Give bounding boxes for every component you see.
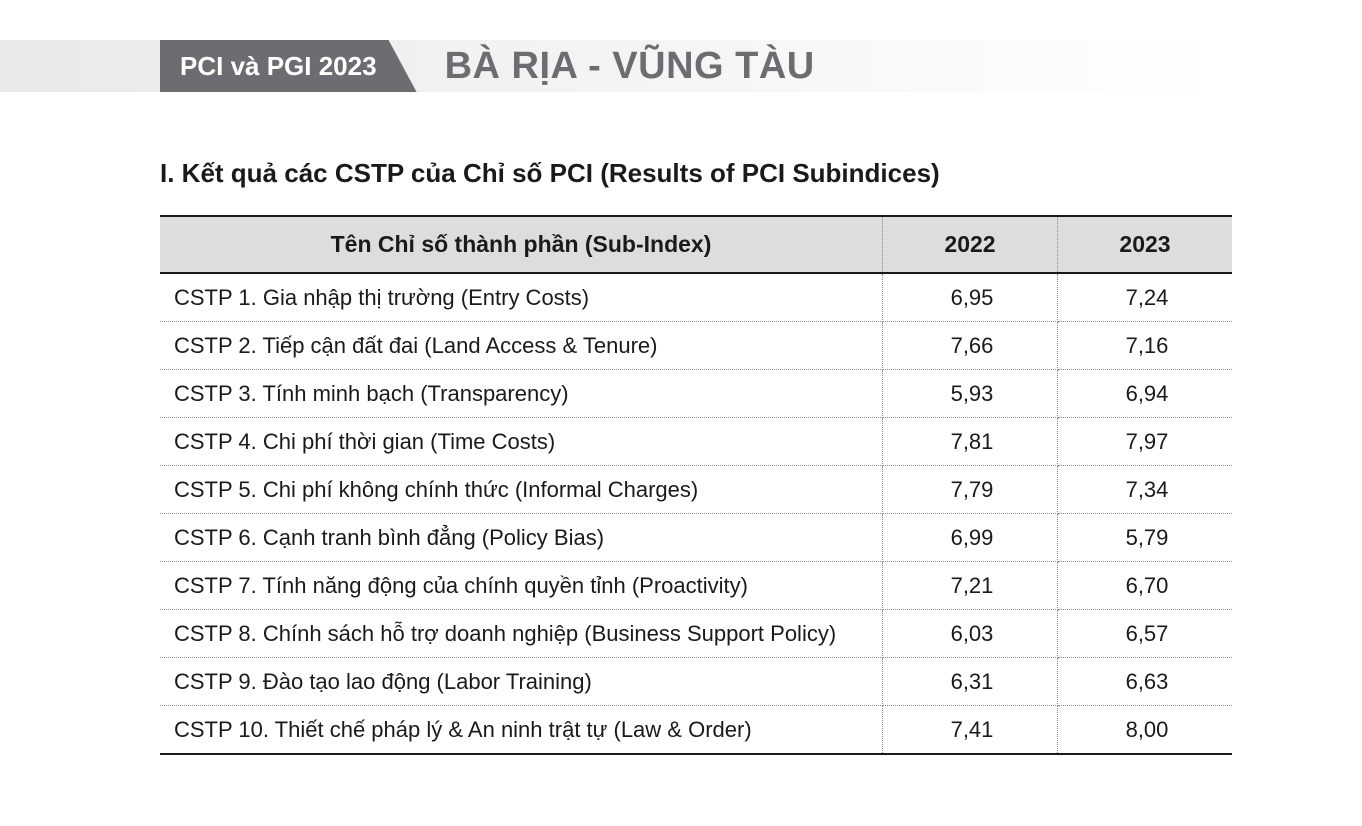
table-row: CSTP 5. Chi phí không chính thức (Inform…	[160, 466, 1232, 514]
table-row: CSTP 6. Cạnh tranh bình đẳng (Policy Bia…	[160, 514, 1232, 562]
page-root: PCI và PGI 2023 BÀ RỊA - VŨNG TÀU I. Kết…	[0, 0, 1362, 826]
cell-2023: 7,16	[1058, 322, 1233, 370]
table-row: CSTP 10. Thiết chế pháp lý & An ninh trậ…	[160, 706, 1232, 755]
cell-2022: 5,93	[883, 370, 1058, 418]
cell-2022: 7,21	[883, 562, 1058, 610]
section-pci-subindices: I. Kết quả các CSTP của Chỉ số PCI (Resu…	[160, 158, 1232, 755]
cell-2022: 6,03	[883, 610, 1058, 658]
table-row: CSTP 4. Chi phí thời gian (Time Costs) 7…	[160, 418, 1232, 466]
table-row: CSTP 8. Chính sách hỗ trợ doanh nghiệp (…	[160, 610, 1232, 658]
cell-2023: 5,79	[1058, 514, 1233, 562]
cell-2023: 7,34	[1058, 466, 1233, 514]
section-heading: I. Kết quả các CSTP của Chỉ số PCI (Resu…	[160, 158, 1232, 189]
table-row: CSTP 9. Đào tạo lao động (Labor Training…	[160, 658, 1232, 706]
table-body: CSTP 1. Gia nhập thị trường (Entry Costs…	[160, 273, 1232, 754]
table-row: CSTP 1. Gia nhập thị trường (Entry Costs…	[160, 273, 1232, 322]
report-badge: PCI và PGI 2023	[160, 40, 417, 92]
cell-name: CSTP 2. Tiếp cận đất đai (Land Access & …	[160, 322, 883, 370]
cell-2023: 7,24	[1058, 273, 1233, 322]
col-header-2023: 2023	[1058, 216, 1233, 273]
cell-name: CSTP 1. Gia nhập thị trường (Entry Costs…	[160, 273, 883, 322]
report-badge-label: PCI và PGI 2023	[180, 51, 377, 82]
cell-name: CSTP 6. Cạnh tranh bình đẳng (Policy Bia…	[160, 514, 883, 562]
table-row: CSTP 2. Tiếp cận đất đai (Land Access & …	[160, 322, 1232, 370]
cell-name: CSTP 7. Tính năng động của chính quyền t…	[160, 562, 883, 610]
cell-2022: 6,95	[883, 273, 1058, 322]
cell-2023: 6,70	[1058, 562, 1233, 610]
cell-2022: 6,99	[883, 514, 1058, 562]
col-header-name: Tên Chỉ số thành phần (Sub-Index)	[160, 216, 883, 273]
col-header-2022: 2022	[883, 216, 1058, 273]
pci-subindices-table: Tên Chỉ số thành phần (Sub-Index) 2022 2…	[160, 215, 1232, 755]
cell-name: CSTP 5. Chi phí không chính thức (Inform…	[160, 466, 883, 514]
cell-2022: 7,81	[883, 418, 1058, 466]
header-bar: PCI và PGI 2023 BÀ RỊA - VŨNG TÀU	[0, 40, 1362, 92]
cell-2023: 6,57	[1058, 610, 1233, 658]
table-header-row: Tên Chỉ số thành phần (Sub-Index) 2022 2…	[160, 216, 1232, 273]
cell-2022: 7,79	[883, 466, 1058, 514]
cell-2023: 7,97	[1058, 418, 1233, 466]
cell-name: CSTP 10. Thiết chế pháp lý & An ninh trậ…	[160, 706, 883, 755]
table-row: CSTP 3. Tính minh bạch (Transparency) 5,…	[160, 370, 1232, 418]
cell-name: CSTP 9. Đào tạo lao động (Labor Training…	[160, 658, 883, 706]
cell-2023: 8,00	[1058, 706, 1233, 755]
cell-2023: 6,94	[1058, 370, 1233, 418]
province-title: BÀ RỊA - VŨNG TÀU	[445, 45, 815, 88]
cell-2023: 6,63	[1058, 658, 1233, 706]
cell-2022: 7,66	[883, 322, 1058, 370]
cell-name: CSTP 4. Chi phí thời gian (Time Costs)	[160, 418, 883, 466]
table-row: CSTP 7. Tính năng động của chính quyền t…	[160, 562, 1232, 610]
cell-2022: 6,31	[883, 658, 1058, 706]
cell-2022: 7,41	[883, 706, 1058, 755]
cell-name: CSTP 3. Tính minh bạch (Transparency)	[160, 370, 883, 418]
cell-name: CSTP 8. Chính sách hỗ trợ doanh nghiệp (…	[160, 610, 883, 658]
